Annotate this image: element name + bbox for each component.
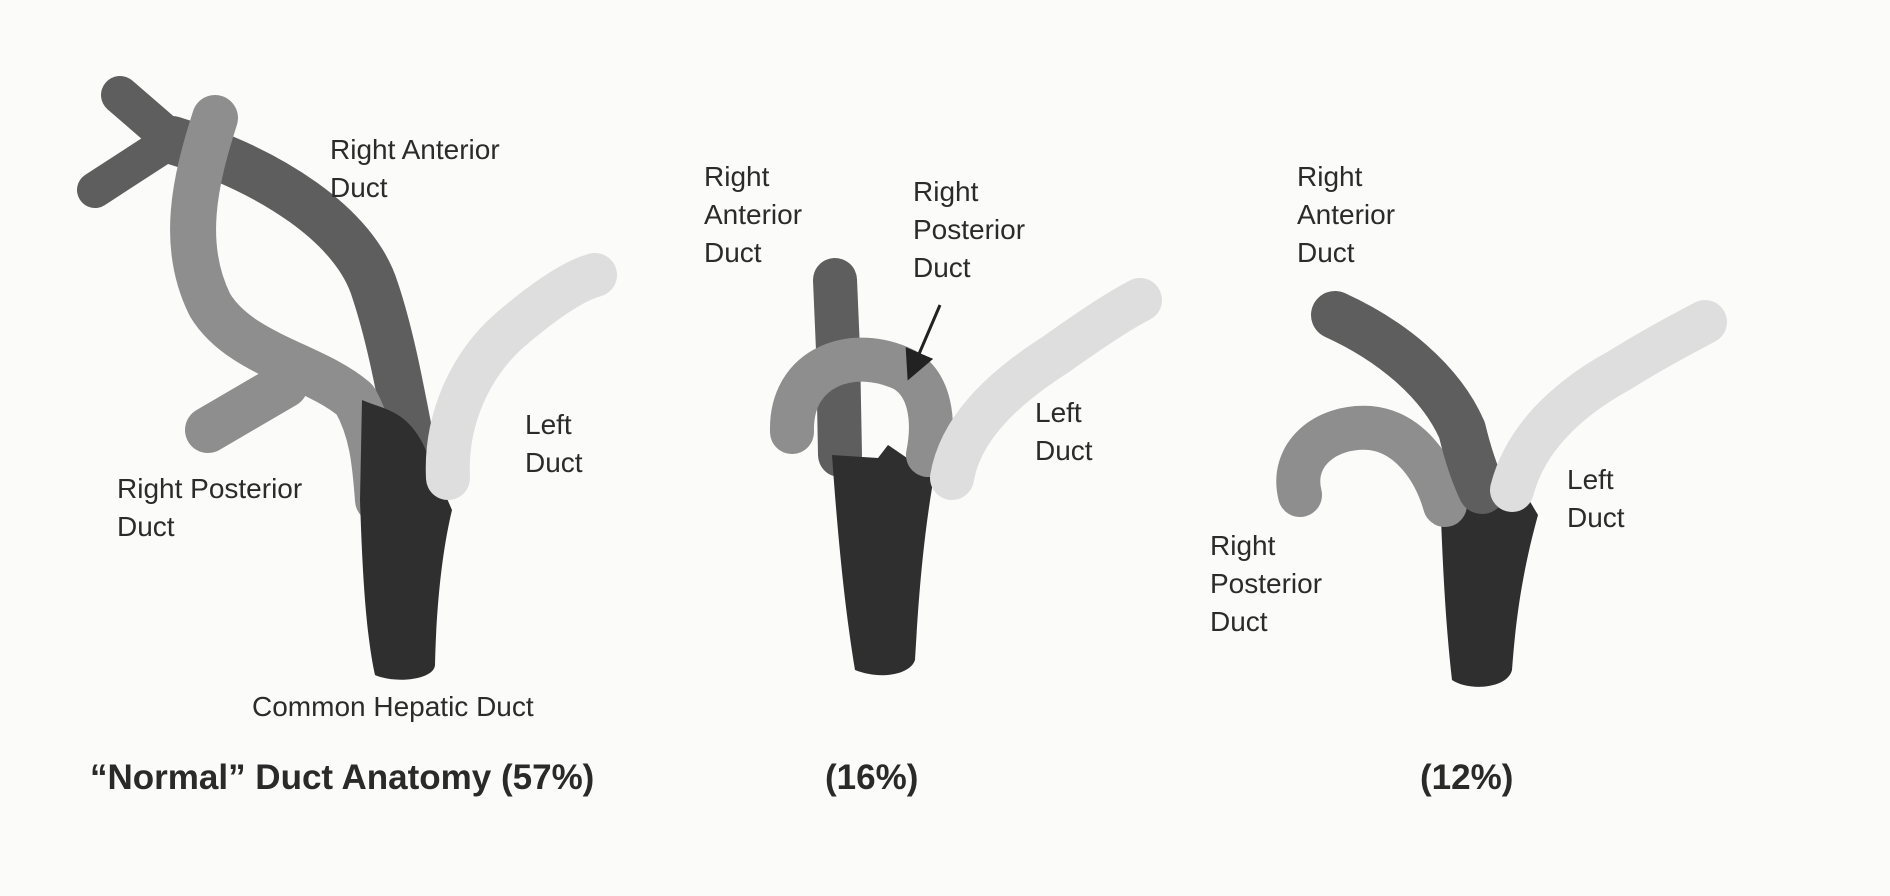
p2-label-right-posterior-line-1: Right — [913, 176, 979, 207]
p2-label-right-anterior-line-2: Anterior — [704, 199, 803, 230]
p1-label-common-hepatic: Common Hepatic Duct — [252, 691, 534, 722]
p2-left-duct — [930, 278, 1162, 500]
p2-label-left: Left Duct — [1035, 394, 1093, 470]
p3-common-hepatic-duct — [1440, 488, 1538, 687]
p2-caption: (16%) — [825, 758, 919, 797]
p1-left-duct — [425, 253, 617, 500]
p2-label-right-posterior-line-3: Duct — [913, 252, 971, 283]
p2-label-right-anterior: Right Anterior Duct — [704, 158, 802, 272]
p1-right-anterior-main — [148, 116, 442, 504]
panel-normal-diagram — [77, 76, 617, 680]
p3-caption: (12%) — [1420, 758, 1514, 797]
panel-12-diagram — [1276, 291, 1727, 687]
p1-label-left: Left Duct — [525, 406, 583, 482]
p3-right-posterior-duct — [1276, 405, 1467, 527]
panel-16-diagram — [770, 258, 1162, 676]
p2-label-right-anterior-line-1: Right — [704, 161, 770, 192]
p1-label-right-anterior: Right Anterior Duct — [330, 131, 500, 207]
p1-label-right-posterior: Right Posterior Duct — [117, 470, 302, 546]
p3-left-duct — [1490, 300, 1727, 512]
p3-label-right-anterior: Right Anterior Duct — [1297, 158, 1395, 272]
p1-label-right-posterior-line-2: Duct — [117, 511, 175, 542]
p1-label-right-anterior-line-2: Duct — [330, 172, 388, 203]
p3-label-right-anterior-line-3: Duct — [1297, 237, 1355, 268]
p1-right-posterior-branch — [185, 362, 308, 453]
p2-label-right-anterior-line-3: Duct — [704, 237, 762, 268]
p3-label-right-posterior-line-2: Posterior — [1210, 568, 1323, 599]
p1-label-left-line-1: Left — [525, 409, 572, 440]
p2-right-posterior-duct — [770, 337, 953, 477]
p3-label-right-anterior-line-1: Right — [1297, 161, 1363, 192]
p3-label-left: Left Duct — [1567, 461, 1625, 537]
p1-label-right-anterior-line-1: Right Anterior — [330, 134, 500, 165]
p1-label-right-posterior-line-1: Right Posterior — [117, 473, 303, 504]
p3-label-left-line-1: Left — [1567, 464, 1614, 495]
p2-right-posterior-arrow — [905, 304, 942, 381]
p3-label-left-line-2: Duct — [1567, 502, 1625, 533]
p1-right-anterior-duct — [77, 76, 442, 504]
p2-label-right-posterior-line-2: Posterior — [913, 214, 1026, 245]
p2-label-left-line-2: Duct — [1035, 435, 1093, 466]
p2-common-hepatic-duct — [832, 445, 936, 676]
p1-label-left-line-2: Duct — [525, 447, 583, 478]
p3-label-right-anterior-line-2: Anterior — [1297, 199, 1396, 230]
p3-label-right-posterior: Right Posterior Duct — [1210, 527, 1322, 641]
p3-label-right-posterior-line-3: Duct — [1210, 606, 1268, 637]
p1-caption: “Normal” Duct Anatomy (57%) — [90, 758, 595, 797]
p2-label-right-posterior: Right Posterior Duct — [913, 173, 1025, 287]
p3-label-right-posterior-line-1: Right — [1210, 530, 1276, 561]
p2-label-left-line-1: Left — [1035, 397, 1082, 428]
p3-right-anterior-duct — [1311, 291, 1506, 514]
